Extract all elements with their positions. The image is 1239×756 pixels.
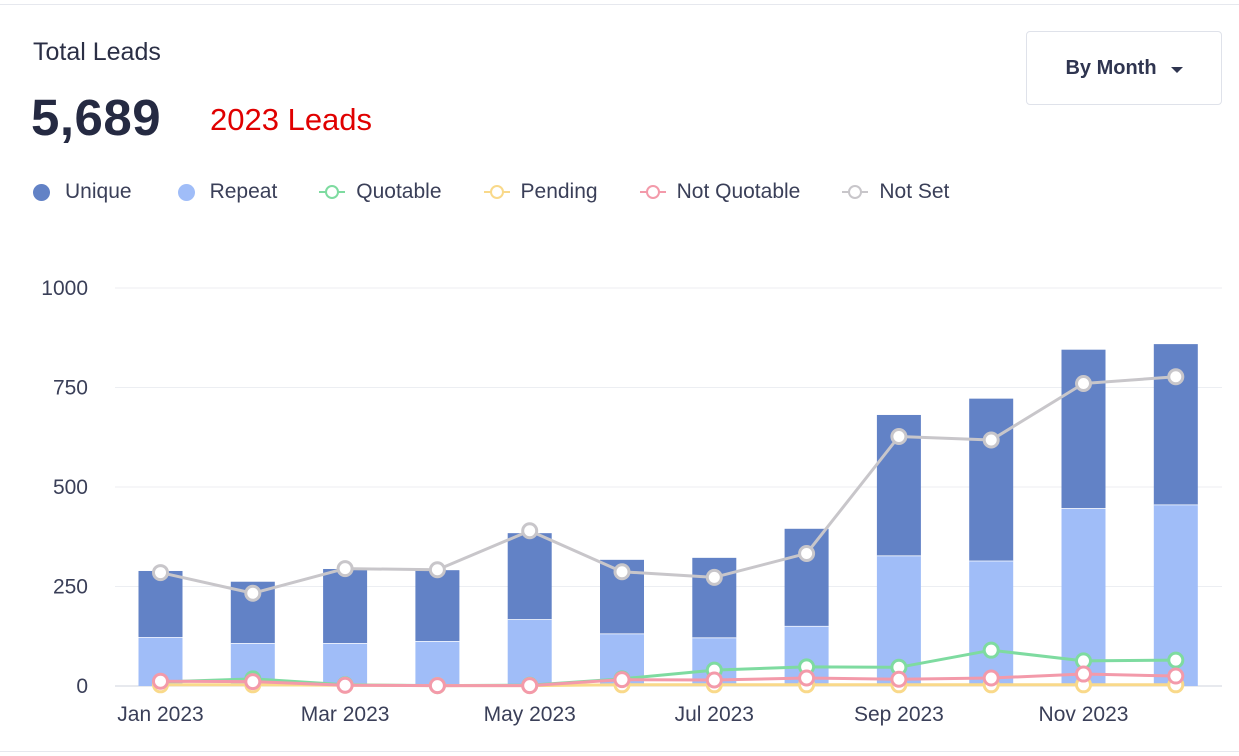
point-not-set [613,563,631,581]
point-quotable [1167,651,1185,669]
period-dropdown[interactable]: By Month [1026,31,1222,105]
point-quotable [982,641,1000,659]
bar-unique [507,533,552,620]
x-tick-label: Sep 2023 [854,703,944,726]
legend-item-not-set[interactable]: Not Set [842,180,949,204]
legend-dot-icon [177,183,195,201]
point-not-quotable [521,677,539,695]
total-leads-count: 5,689 [31,89,162,146]
legend-item-pending[interactable]: Pending [483,180,598,204]
point-not-set [521,522,539,540]
legend-dot-icon [33,183,50,201]
y-tick-label: 0 [76,675,88,698]
bar-unique [415,570,460,642]
x-tick-label: Nov 2023 [1039,703,1129,726]
point-not-quotable [1167,667,1185,685]
x-tick-label: Jul 2023 [675,703,754,726]
legend-item-quotable[interactable]: Quotable [319,180,442,204]
legend-label: Repeat [209,180,278,203]
point-not-set [1075,375,1092,393]
point-not-quotable [890,670,908,688]
point-not-quotable [428,677,446,695]
point-not-quotable [613,671,631,689]
bar-unique [138,570,183,638]
x-tick-label: Mar 2023 [301,703,390,726]
point-not-set [798,544,816,562]
legend-line-icon [319,184,346,200]
legend-item-not-quotable[interactable]: Not Quotable [639,180,801,204]
legend-label: Not Quotable [676,180,801,203]
point-not-set [428,561,446,579]
y-tick-label: 250 [53,576,88,599]
point-not-quotable [336,676,354,694]
chart-legend: Unique Repeat Quotable Pending Not Quotable N… [33,178,949,206]
point-not-quotable [244,673,262,691]
bar-repeat [969,560,1014,686]
point-not-quotable [152,672,169,690]
legend-label: Unique [65,180,132,203]
point-not-quotable [705,671,723,689]
point-not-set [705,568,723,586]
bar-unique [323,568,368,644]
legend-label: Pending [520,180,598,203]
y-tick-label: 500 [53,476,88,499]
bar-unique [1153,344,1198,505]
y-tick-label: 1000 [41,277,88,300]
legend-line-icon [639,184,666,200]
chart-card [0,4,1239,752]
legend-label: Quotable [356,180,442,203]
point-not-set [890,427,908,445]
bar-unique [969,398,1014,561]
card-title: Total Leads [33,38,161,66]
point-not-set [1167,368,1185,386]
point-not-set [982,431,1000,449]
x-tick-label: Jan 2023 [117,703,203,726]
legend-item-repeat[interactable]: Repeat [177,180,278,204]
legend-label: Not Set [879,180,950,203]
legend-item-unique[interactable]: Unique [33,180,132,204]
point-not-set [152,564,169,582]
bar-repeat [507,619,552,686]
y-tick-label: 750 [53,377,88,400]
point-not-set [336,560,354,578]
leads-year-label: 2023 Leads [210,102,373,137]
line-not-quotable [160,672,1176,688]
x-tick-label: May 2023 [484,703,576,726]
legend-line-icon [483,184,510,200]
caret-down-icon [1170,66,1183,73]
bar-unique [784,528,829,626]
point-not-quotable [798,669,816,687]
line-not-set [160,375,1176,595]
point-not-quotable [982,669,1000,687]
point-not-set [244,584,262,602]
point-not-quotable [1075,665,1092,683]
period-dropdown-label: By Month [1065,56,1157,79]
bar-unique [1061,349,1106,509]
legend-line-icon [842,184,869,200]
